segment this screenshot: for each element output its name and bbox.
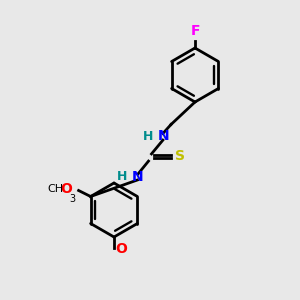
Text: N: N <box>158 130 169 143</box>
Text: S: S <box>176 149 185 163</box>
Text: H: H <box>117 170 128 184</box>
Text: CH: CH <box>47 184 64 194</box>
Text: O: O <box>61 182 73 196</box>
Text: N: N <box>132 170 144 184</box>
Text: F: F <box>190 24 200 38</box>
Text: 3: 3 <box>70 194 76 204</box>
Text: O: O <box>116 242 128 256</box>
Text: H: H <box>142 130 153 143</box>
